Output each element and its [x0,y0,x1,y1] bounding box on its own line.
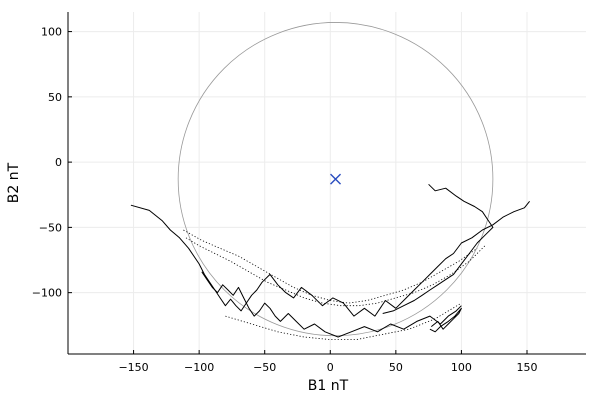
grid [68,12,586,354]
center-marker-stroke [330,173,342,185]
y-tick-label: 100 [41,26,62,39]
x-tick-label: 100 [451,361,472,374]
x-tick-label: 50 [389,361,403,374]
dotted-trace-series-1 [185,237,486,307]
x-tick-label: −100 [184,361,214,374]
trace-series-2 [201,271,462,338]
axes [67,12,586,355]
dotted-trace-series-3 [225,302,462,341]
center-marker-layer [330,173,342,185]
y-tick-label: −100 [32,287,62,300]
x-tick-label: −50 [253,361,276,374]
tick-labels: −150 −100 −50 0 50 100 150 −100 −50 0 50 100 [32,26,538,374]
dotted-trace-series-2 [183,229,478,304]
trace-series-4 [382,183,494,314]
y-axis-label: B2 nT [6,162,22,203]
x-axis-label: B1 nT [308,378,349,394]
x-tick-label: 150 [516,361,537,374]
x-tick-label: 0 [327,361,334,374]
x-tick-label: −150 [118,361,148,374]
trace-layer [130,183,530,341]
y-tick-label: −50 [39,221,62,234]
trace-series-3 [429,307,462,333]
y-tick-label: 50 [48,91,62,104]
trace-series-1 [130,200,530,317]
y-tick-label: 0 [55,156,62,169]
